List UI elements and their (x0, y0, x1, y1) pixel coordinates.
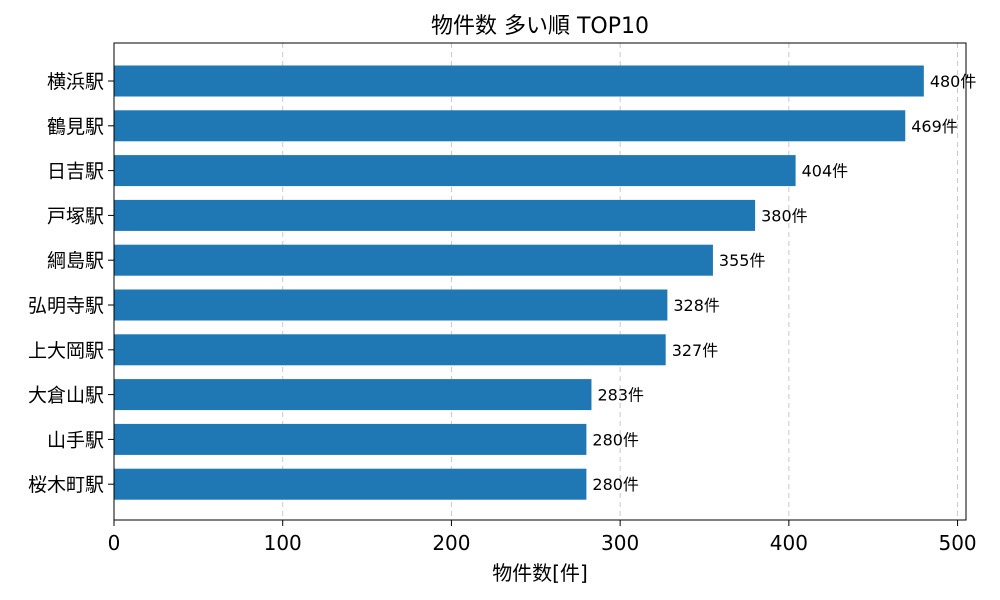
y-tick-label: 綱島駅 (47, 250, 104, 272)
data-label: 328件 (673, 296, 720, 315)
bar (114, 199, 756, 231)
data-label: 280件 (592, 475, 639, 494)
y-tick-label: 桜木町駅 (28, 474, 104, 496)
y-tick-label: 山手駅 (47, 429, 104, 451)
plot-frame (113, 42, 967, 521)
bar (114, 65, 924, 97)
x-tick-label: 0 (108, 531, 121, 555)
x-tick-label: 100 (264, 531, 302, 555)
y-tick-label: 弘明寺駅 (28, 295, 104, 317)
x-axis-ticks: 0 100 200 300 400 500 (108, 520, 977, 555)
y-tick-label: 上大岡駅 (28, 340, 104, 362)
data-label: 355件 (719, 251, 766, 270)
x-axis-label: 物件数[件] (492, 561, 588, 585)
data-label: 480件 (930, 72, 977, 91)
y-tick-label: 鶴見駅 (47, 116, 104, 138)
data-label: 404件 (802, 162, 849, 181)
bar (114, 334, 666, 366)
bar (114, 155, 796, 187)
bar (114, 468, 587, 500)
y-tick-label: 日吉駅 (47, 161, 104, 183)
bar (114, 423, 587, 455)
data-label: 327件 (672, 341, 719, 360)
bars (114, 65, 924, 500)
x-tick-label: 300 (601, 531, 639, 555)
x-tick-label: 500 (938, 531, 976, 555)
bar (114, 110, 906, 142)
y-tick-label: 横浜駅 (47, 71, 104, 93)
chart-title: 物件数 多い順 TOP10 (431, 14, 649, 39)
x-tick-label: 200 (432, 531, 470, 555)
data-label: 283件 (597, 386, 644, 405)
data-labels: 480件 469件 404件 380件 355件 328件 327件 283件 280件 280件 (592, 72, 976, 494)
y-tick-label: 大倉山駅 (28, 385, 104, 407)
bar (114, 244, 713, 276)
data-label: 380件 (761, 206, 808, 225)
bar (114, 379, 592, 411)
bar (114, 289, 668, 321)
x-tick-label: 400 (770, 531, 808, 555)
data-label: 469件 (911, 117, 958, 136)
y-tick-label: 戸塚駅 (47, 205, 104, 227)
data-label: 280件 (592, 430, 639, 449)
